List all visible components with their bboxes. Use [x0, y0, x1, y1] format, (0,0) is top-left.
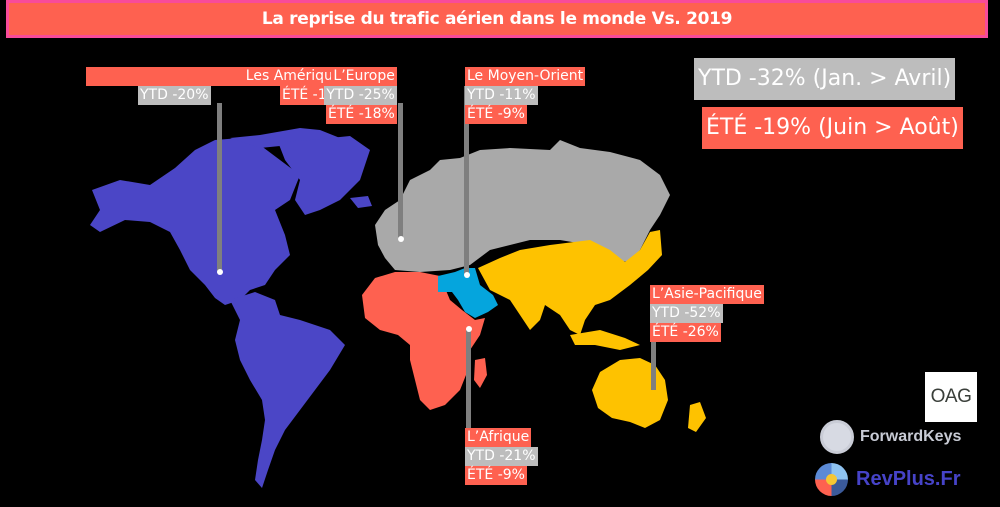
region-name: Les Amériques	[86, 67, 351, 86]
label-middle-east: Le Moyen-Orient YTD -11% ÉTÉ -9%	[465, 67, 586, 124]
summary-ete: ÉTÉ -19% (Juin > Août)	[702, 107, 963, 149]
region-africa	[362, 272, 487, 410]
forwardkeys-logo: ForwardKeys	[820, 420, 961, 454]
region-ete: ÉTÉ -18%	[326, 105, 397, 124]
region-asia-pacific	[478, 230, 706, 432]
label-africa: L’Afrique YTD -21% ÉTÉ -9%	[465, 428, 538, 485]
europe-leader-line	[398, 103, 403, 240]
region-europe	[375, 140, 670, 272]
region-ytd: YTD -25%	[324, 86, 397, 105]
europe-marker	[398, 236, 404, 242]
africa-marker	[466, 326, 472, 332]
region-ete: ÉTÉ -9%	[465, 105, 527, 124]
region-name: L’Afrique	[465, 428, 532, 447]
globe-icon	[820, 420, 854, 454]
label-asia-pacific: L’Asie-Pacifique YTD -52% ÉTÉ -26%	[650, 285, 764, 342]
pie-chart-icon	[815, 462, 848, 496]
americas-marker	[217, 269, 223, 275]
oag-logo: OAG	[925, 372, 977, 422]
label-europe: L’Europe YTD -25% ÉTÉ -18%	[316, 67, 397, 124]
summary-ytd: YTD -32% (Jan. > Avril)	[694, 58, 956, 100]
title-bar: La reprise du trafic aérien dans le mond…	[6, 0, 988, 38]
region-ete: ÉTÉ -26%	[650, 323, 721, 342]
americas-leader-line	[217, 103, 222, 273]
region-ytd: YTD -20%	[138, 86, 211, 105]
africa-leader-line	[466, 330, 471, 430]
region-ytd: YTD -52%	[650, 304, 723, 323]
region-ete: ÉTÉ -9%	[465, 466, 527, 485]
region-ytd: YTD -21%	[465, 447, 538, 466]
region-name: L’Europe	[331, 67, 397, 86]
region-middle-east	[438, 268, 498, 318]
middle-east-leader-line	[464, 86, 469, 276]
region-americas	[90, 128, 372, 488]
asia-pacific-leader-line	[651, 305, 656, 390]
middle-east-marker	[464, 272, 470, 278]
page-title: La reprise du trafic aérien dans le mond…	[261, 9, 733, 29]
region-name: L’Asie-Pacifique	[650, 285, 764, 304]
region-name: Le Moyen-Orient	[465, 67, 586, 86]
region-ytd: YTD -11%	[465, 86, 538, 105]
revplus-logo: RevPlus.Fr	[815, 462, 960, 496]
label-americas: Les Amériques YTD -20% ÉTÉ -16%	[86, 67, 351, 105]
